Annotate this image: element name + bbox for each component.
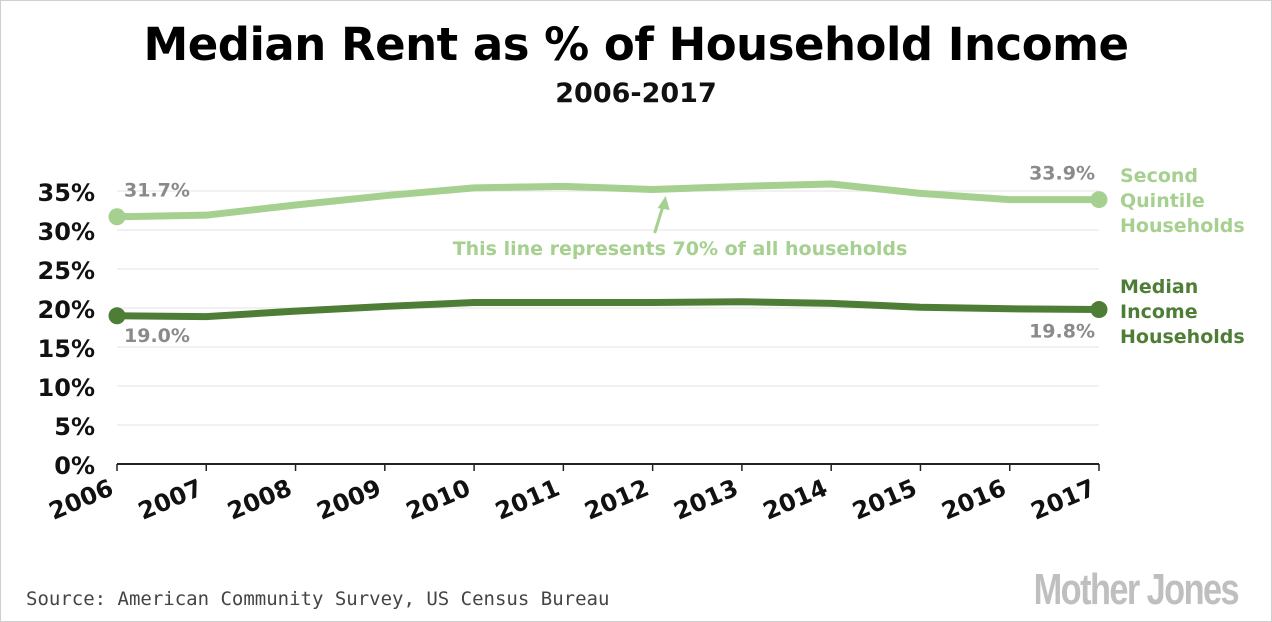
data-label: 19.8% bbox=[1029, 321, 1095, 343]
chart-subtitle: 2006-2017 bbox=[555, 78, 717, 109]
y-tick-label: 10% bbox=[38, 374, 95, 402]
series-line bbox=[113, 180, 1103, 221]
annotation-arrow-head bbox=[657, 196, 670, 210]
series-label: Households bbox=[1120, 215, 1245, 237]
y-tick-label: 30% bbox=[38, 218, 95, 246]
x-tick-label: 2011 bbox=[491, 474, 563, 526]
series-start-dot bbox=[108, 208, 126, 226]
annotation-arrow-shaft bbox=[653, 203, 666, 234]
data-label: 33.9% bbox=[1029, 163, 1095, 185]
series-end-dot bbox=[1090, 301, 1108, 319]
x-tick-label: 2016 bbox=[938, 474, 1010, 526]
annotation-text: This line represents 70% of all househol… bbox=[453, 238, 908, 260]
series-line bbox=[113, 298, 1103, 321]
series-label: Second bbox=[1120, 165, 1198, 187]
x-tick-label: 2007 bbox=[134, 474, 206, 526]
series-label: Income bbox=[1120, 301, 1198, 323]
x-tick-label: 2012 bbox=[581, 474, 653, 526]
y-tick-label: 0% bbox=[54, 452, 95, 480]
chart-title: Median Rent as % of Household Income bbox=[143, 18, 1129, 71]
y-tick-label: 20% bbox=[38, 296, 95, 324]
x-tick-label: 2014 bbox=[759, 474, 831, 526]
series-start-dot bbox=[108, 307, 126, 325]
y-tick-label: 35% bbox=[38, 179, 95, 207]
data-label: 19.0% bbox=[124, 325, 190, 347]
series-label: Quintile bbox=[1120, 190, 1205, 212]
y-tick-label: 15% bbox=[38, 335, 95, 363]
source-note: Source: American Community Survey, US Ce… bbox=[26, 588, 610, 610]
x-tick-label: 2008 bbox=[223, 474, 295, 526]
x-tick-label: 2015 bbox=[848, 474, 920, 526]
data-label: 31.7% bbox=[124, 180, 190, 202]
series-label: Median bbox=[1120, 276, 1198, 298]
mother-jones-logo: Mother Jones bbox=[1033, 565, 1240, 614]
x-tick-label: 2006 bbox=[45, 474, 117, 526]
series-end-dot bbox=[1090, 191, 1108, 209]
y-tick-label: 25% bbox=[38, 257, 95, 285]
x-tick-label: 2013 bbox=[670, 474, 742, 526]
x-tick-label: 2010 bbox=[402, 474, 474, 526]
y-tick-label: 5% bbox=[54, 413, 95, 441]
x-tick-label: 2009 bbox=[313, 474, 385, 526]
series-label: Households bbox=[1120, 326, 1245, 348]
x-tick-label: 2017 bbox=[1027, 474, 1099, 526]
